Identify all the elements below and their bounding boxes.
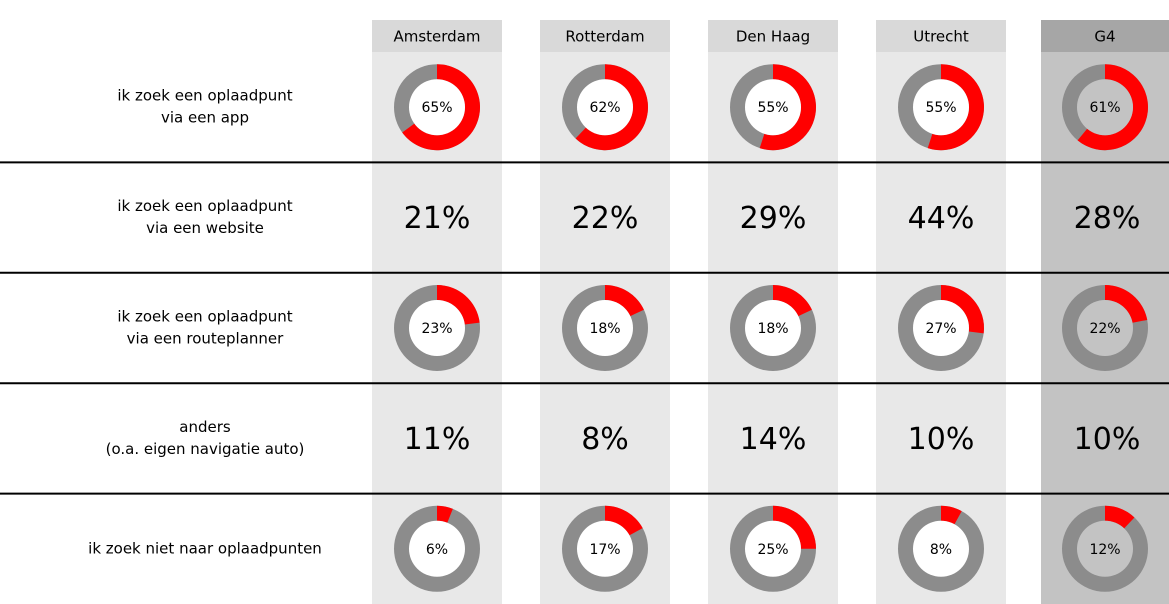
column-header-bg <box>540 20 670 52</box>
donut-segment <box>1077 64 1149 151</box>
column-header: Utrecht <box>913 28 969 46</box>
row-label: via een website <box>146 219 264 237</box>
column-header: G4 <box>1094 28 1115 46</box>
donut-label: 18% <box>757 321 788 337</box>
donut-label: 8% <box>930 542 952 558</box>
donut-segment <box>402 64 480 151</box>
donut-label: 62% <box>589 100 620 116</box>
donut-segment <box>1105 505 1135 529</box>
donut-hole <box>1077 520 1133 577</box>
donut-label: 55% <box>925 100 956 116</box>
row-label: ik zoek een oplaadpunt <box>117 87 292 105</box>
column-header-bg <box>372 20 502 52</box>
donut-hole <box>409 520 465 577</box>
column-header: Amsterdam <box>393 28 480 46</box>
donut-segment <box>575 64 648 151</box>
row-label: ik zoek een oplaadpunt <box>117 308 292 326</box>
donut-label: 22% <box>1089 321 1120 337</box>
donut-segment <box>437 505 453 523</box>
column-header-bg <box>708 20 838 52</box>
donut-segment <box>941 505 962 525</box>
donut-label: 17% <box>589 542 620 558</box>
value-text: 10% <box>1074 422 1141 457</box>
column-header: Den Haag <box>736 28 810 46</box>
donut-hole <box>745 520 801 577</box>
donut-segment <box>927 64 984 151</box>
value-text: 29% <box>740 201 807 236</box>
donut-label: 23% <box>421 321 452 337</box>
column-header-bg <box>1041 20 1169 52</box>
donut-segment <box>773 505 816 549</box>
value-text: 44% <box>908 201 975 236</box>
donut-segment <box>605 285 644 317</box>
donut-label: 6% <box>426 542 448 558</box>
donut-segment <box>941 285 985 334</box>
donut-label: 61% <box>1089 100 1120 116</box>
donut-label: 27% <box>925 321 956 337</box>
value-text: 28% <box>1074 201 1141 236</box>
donut-hole <box>409 79 465 136</box>
donut-label: 25% <box>757 542 788 558</box>
donut-hole <box>913 300 969 356</box>
donut-hole <box>745 300 801 356</box>
donut-hole <box>577 79 633 136</box>
donut-hole <box>745 79 801 136</box>
column-header-bg <box>876 20 1006 52</box>
row-label: ik zoek niet naar oplaadpunten <box>88 539 322 557</box>
value-text: 14% <box>740 422 807 457</box>
value-text: 22% <box>572 201 639 236</box>
value-text: 10% <box>908 422 975 457</box>
donut-hole <box>577 300 633 356</box>
donut-label: 55% <box>757 100 788 116</box>
row-label: via een routeplanner <box>127 330 284 348</box>
value-text: 21% <box>404 201 471 236</box>
row-label: anders <box>179 418 231 436</box>
donut-hole <box>409 300 465 356</box>
value-text: 11% <box>404 422 471 457</box>
donut-segment <box>1105 285 1148 323</box>
donut-hole <box>1077 79 1133 136</box>
donut-label: 18% <box>589 321 620 337</box>
value-text: 8% <box>581 422 629 457</box>
column-header: Rotterdam <box>565 28 644 46</box>
donut-hole <box>1077 300 1133 356</box>
donut-segment <box>773 285 812 317</box>
row-label: via een app <box>161 109 249 127</box>
donut-segment <box>437 285 480 325</box>
donut-segment <box>759 64 816 151</box>
donut-label: 12% <box>1089 542 1120 558</box>
donut-label: 65% <box>421 100 452 116</box>
donut-segment <box>605 505 643 536</box>
row-label: ik zoek een oplaadpunt <box>117 197 292 215</box>
row-label: (o.a. eigen navigatie auto) <box>106 440 305 458</box>
donut-hole <box>913 520 969 577</box>
donut-hole <box>913 79 969 136</box>
donut-hole <box>577 520 633 577</box>
